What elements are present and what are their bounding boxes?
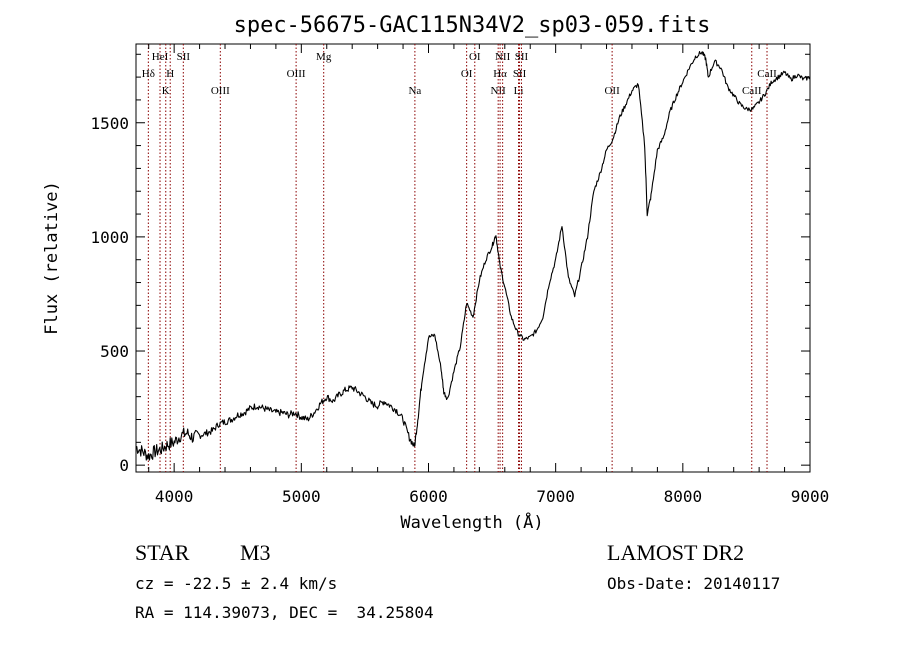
star-class: STAR <box>135 540 190 565</box>
line-label-na: Na <box>408 85 421 97</box>
chart-title: spec-56675-GAC115N34V2_sp03-059.fits <box>234 13 711 38</box>
line-label-nii: NII <box>495 51 511 63</box>
line-label-nii: NII <box>491 85 507 97</box>
radec-text: RA = 114.39073, DEC = 34.25804 <box>135 603 434 622</box>
x-tick-label: 5000 <box>282 487 321 506</box>
axis-ticks: 4000 5000 6000 7000 8000 9000 0 500 1000 1500 <box>90 44 829 506</box>
y-tick-label: 1000 <box>90 228 129 247</box>
line-label-hδ: Hδ <box>142 68 155 80</box>
line-label-oiii: OIII <box>211 85 230 97</box>
y-tick-label: 0 <box>119 456 129 475</box>
line-label-li: Li <box>514 85 524 97</box>
line-label-oi: OI <box>469 51 481 63</box>
y-tick-label: 500 <box>100 342 129 361</box>
spectrum-series-0 <box>135 51 811 461</box>
line-label-k: K <box>162 85 170 97</box>
x-tick-label: 4000 <box>155 487 194 506</box>
line-label-caii: CaII <box>742 85 762 97</box>
line-label-oii: OII <box>604 85 620 97</box>
line-label-sii: SII <box>515 51 529 63</box>
x-tick-label: 9000 <box>791 487 830 506</box>
y-axis-label: Flux (relative) <box>42 181 62 335</box>
line-label-hei: HeI <box>152 51 169 63</box>
line-markers: HδHeIKHSIIOIIIOIIIMgNaOIOINIIHαNIILiSIIS… <box>142 44 777 472</box>
line-label-h: H <box>166 68 174 80</box>
x-tick-label: 8000 <box>664 487 703 506</box>
line-label-oi: OI <box>461 68 473 80</box>
line-label-sii: SII <box>177 51 191 63</box>
y-tick-label: 1500 <box>90 114 129 133</box>
survey-name: LAMOST DR2 <box>607 540 744 565</box>
line-label-sii: SII <box>513 68 527 80</box>
line-label-oiii: OIII <box>287 68 306 80</box>
line-label-caii: CaII <box>757 68 777 80</box>
line-label-hα: Hα <box>493 68 507 80</box>
series-layer <box>135 51 811 461</box>
x-tick-label: 7000 <box>536 487 575 506</box>
x-tick-label: 6000 <box>409 487 448 506</box>
redshift-text: cz = -22.5 ± 2.4 km/s <box>135 574 337 593</box>
x-axis-label: Wavelength (Å) <box>400 511 543 533</box>
plot-frame <box>135 43 811 473</box>
line-label-mg: Mg <box>316 51 332 63</box>
star-subclass: M3 <box>240 540 271 565</box>
obs-date-text: Obs-Date: 20140117 <box>607 574 780 593</box>
